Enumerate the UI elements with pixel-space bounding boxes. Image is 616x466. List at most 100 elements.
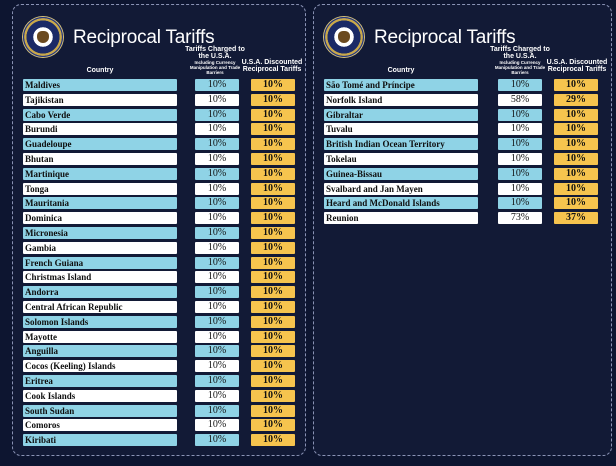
tariff-discounted-value: 10% [251,197,295,210]
tariff-discounted-value: 10% [251,108,295,121]
country-name: Comoros [23,419,177,432]
tariff-discounted-value: 10% [251,419,295,432]
table-row: British Indian Ocean Territory 10% 10% [324,137,611,152]
tariff-charged-value: 10% [498,152,542,165]
tariff-charged-value: 10% [195,389,239,402]
tariff-discounted-value: 10% [251,93,295,106]
tariff-discounted-value: 10% [251,256,295,269]
tariff-discounted-value: 10% [554,108,598,121]
tariff-charged-value: 10% [195,345,239,358]
tariff-discounted-value: 10% [251,241,295,254]
tariff-discounted-value: 10% [251,360,295,373]
tariff-discounted-value: 10% [251,315,295,328]
tariff-discounted-value: 10% [554,79,598,91]
tariff-charged-value: 10% [195,197,239,210]
country-name: Central African Republic [23,300,177,313]
tariff-charged-value: 10% [195,286,239,299]
tariff-discounted-value: 10% [251,434,295,447]
charged-header-sub: Including Currency Manipulation and Trad… [494,59,546,75]
country-name: Tuvalu [324,123,478,136]
country-name: Gambia [23,241,177,254]
country-name: Guadeloupe [23,138,177,151]
table-row: Mayotte 10% 10% [23,330,305,345]
table-row: Cabo Verde 10% 10% [23,108,305,123]
table-row: Gambia 10% 10% [23,241,305,256]
table-row: Eritrea 10% 10% [23,374,305,389]
tariff-charged-value: 10% [195,360,239,373]
charged-header-main: Tariffs Charged to the U.S.A. [185,46,245,61]
tariff-discounted-value: 10% [251,286,295,299]
table-row: South Sudan 10% 10% [23,404,305,419]
tariff-discounted-value: 10% [251,212,295,225]
tariff-discounted-value: 10% [554,167,598,180]
tariff-charged-value: 10% [195,404,239,417]
tariff-charged-value: 10% [498,167,542,180]
tariff-charged-value: 10% [195,374,239,387]
table-row: Norfolk Island 58% 29% [324,93,611,108]
tariff-discounted-value: 10% [554,138,598,151]
charged-header-main: Tariffs Charged to the U.S.A. [490,46,550,61]
tariff-discounted-value: 10% [251,79,295,91]
tariff-discounted-value: 10% [251,300,295,313]
column-header-charged: Tariffs Charged to the U.S.A. Including … [490,46,550,76]
table-row: Guadeloupe 10% 10% [23,137,305,152]
country-name: Cook Islands [23,389,177,402]
country-name: Cocos (Keeling) Islands [23,360,177,373]
tariff-charged-value: 10% [498,197,542,210]
country-name: Maldives [23,79,177,91]
tariff-discounted-value: 10% [554,152,598,165]
tariff-charged-value: 10% [195,330,239,343]
country-name: Martinique [23,167,177,180]
table-row: Cocos (Keeling) Islands 10% 10% [23,359,305,374]
country-name: Tajikistan [23,93,177,106]
tariff-discounted-value: 10% [554,182,598,195]
table-row: French Guiana 10% 10% [23,256,305,271]
tariff-charged-value: 10% [195,226,239,239]
table-row: Mauritania 10% 10% [23,196,305,211]
tariff-table-left: Maldives 10% 10% Tajikistan 10% 10% Cabo Verde… [23,78,305,448]
country-name: Kiribati [23,434,177,447]
tariff-discounted-value: 10% [251,123,295,136]
tariff-charged-value: 10% [195,152,239,165]
table-row: Christmas Island 10% 10% [23,270,305,285]
tariff-table-right: São Tomé and Príncipe 10% 10% Norfolk Islan… [324,78,611,226]
table-row: Anguilla 10% 10% [23,344,305,359]
tariff-discounted-value: 10% [251,226,295,239]
tariff-discounted-value: 10% [251,167,295,180]
tariff-charged-value: 10% [195,167,239,180]
country-name: Mayotte [23,330,177,343]
charged-header-sub: Including Currency Manipulation and Trad… [189,59,241,75]
country-name: Christmas Island [23,271,177,284]
table-row: Svalbard and Jan Mayen 10% 10% [324,182,611,197]
panel-title: Reciprocal Tariffs [374,27,516,48]
tariff-charged-value: 10% [195,123,239,136]
panel-title: Reciprocal Tariffs [73,27,215,48]
tariff-discounted-value: 10% [251,404,295,417]
tariff-charged-value: 10% [498,182,542,195]
tariff-discounted-value: 10% [251,152,295,165]
tariff-charged-value: 10% [195,138,239,151]
tariff-charged-value: 10% [498,138,542,151]
tariff-panel-right: Reciprocal Tariffs Country Tariffs Charg… [313,4,612,456]
tariff-charged-value: 10% [195,93,239,106]
column-header-charged: Tariffs Charged to the U.S.A. Including … [185,46,245,76]
country-name: Gibraltar [324,108,478,121]
country-name: Reunion [324,212,478,225]
tariff-panel-left: Reciprocal Tariffs Country Tariffs Charg… [12,4,306,456]
country-name: São Tomé and Príncipe [324,79,478,91]
tariff-charged-value: 10% [195,212,239,225]
country-name: Heard and McDonald Islands [324,197,478,210]
table-row: Guinea-Bissau 10% 10% [324,167,611,182]
tariff-charged-value: 10% [195,419,239,432]
table-row: Andorra 10% 10% [23,285,305,300]
tariff-charged-value: 10% [195,434,239,447]
country-name: Micronesia [23,226,177,239]
tariff-charged-value: 10% [195,79,239,91]
table-row: São Tomé and Príncipe 10% 10% [324,78,611,93]
table-row: Burundi 10% 10% [23,122,305,137]
tariff-charged-value: 10% [195,108,239,121]
column-header-discounted: U.S.A. Discounted Reciprocal Tariffs [241,59,303,74]
tariff-discounted-value: 29% [554,93,598,106]
table-row: Micronesia 10% 10% [23,226,305,241]
country-name: Anguilla [23,345,177,358]
